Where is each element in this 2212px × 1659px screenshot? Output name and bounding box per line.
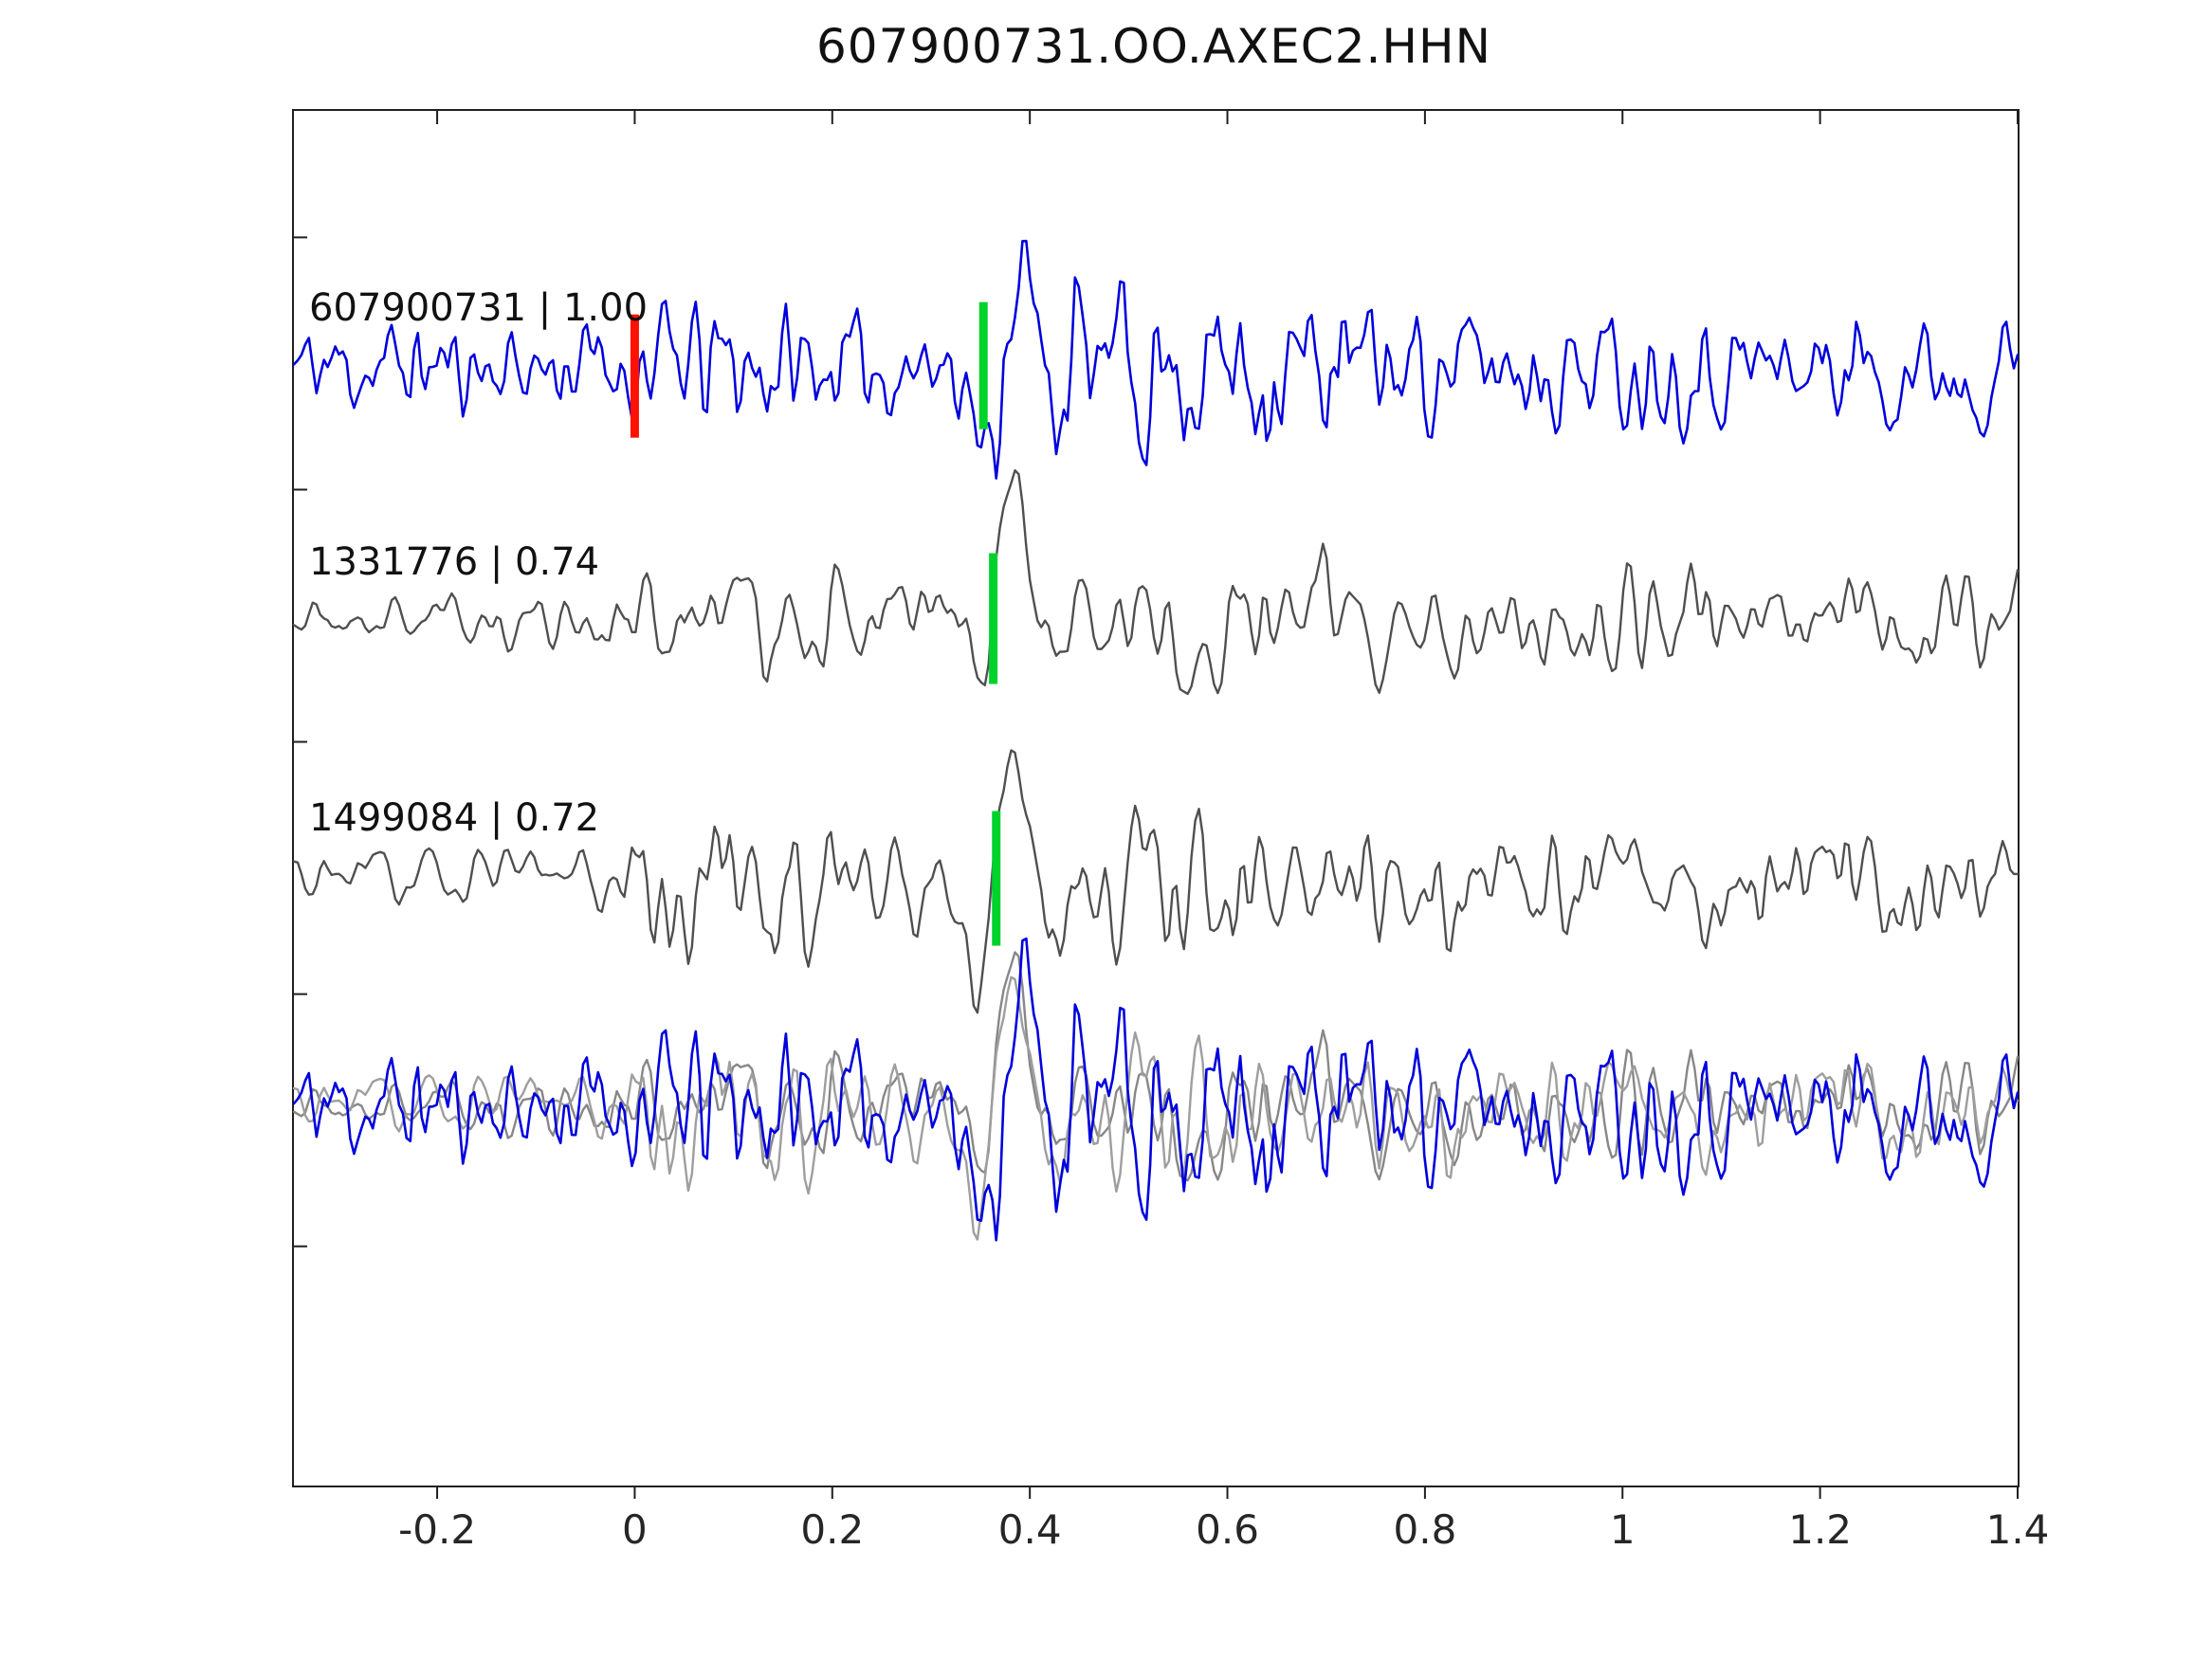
trace-1331776 [292, 469, 2020, 696]
plot-area: -0.2 0 0.2 0.4 0.6 0.8 1 1.2 1.4 607900731 | 1.00… [292, 109, 2049, 1553]
waveform-plot [292, 111, 2020, 1499]
trace-label: 1331776 | 0.74 [309, 539, 600, 584]
x-tick-label: 1.2 [1788, 1506, 1853, 1553]
trace-1499084 [292, 749, 2020, 1014]
x-tick-label: 0.2 [800, 1506, 865, 1553]
x-tick-label: 0 [622, 1506, 648, 1553]
arrival-marker [992, 811, 1001, 946]
x-tick-label: 0.4 [997, 1506, 1062, 1553]
x-tick-label: 0.6 [1196, 1506, 1259, 1553]
pick-marker [630, 314, 639, 438]
trace-label: 607900731 | 1.00 [309, 286, 649, 331]
arrival-marker [978, 301, 988, 429]
x-tick-label: 0.8 [1393, 1506, 1457, 1553]
arrival-marker [989, 553, 998, 684]
x-tick-label: -0.2 [398, 1506, 477, 1553]
trace-607900731 [292, 239, 2020, 480]
chart-title: 607900731.OO.AXEC2.HHN [815, 19, 1492, 74]
trace-overlay-primary [292, 937, 2020, 1242]
x-tick-label: 1.4 [1985, 1506, 2050, 1553]
trace-label: 1499084 | 0.72 [309, 795, 600, 840]
x-tick-label: 1 [1609, 1506, 1636, 1553]
